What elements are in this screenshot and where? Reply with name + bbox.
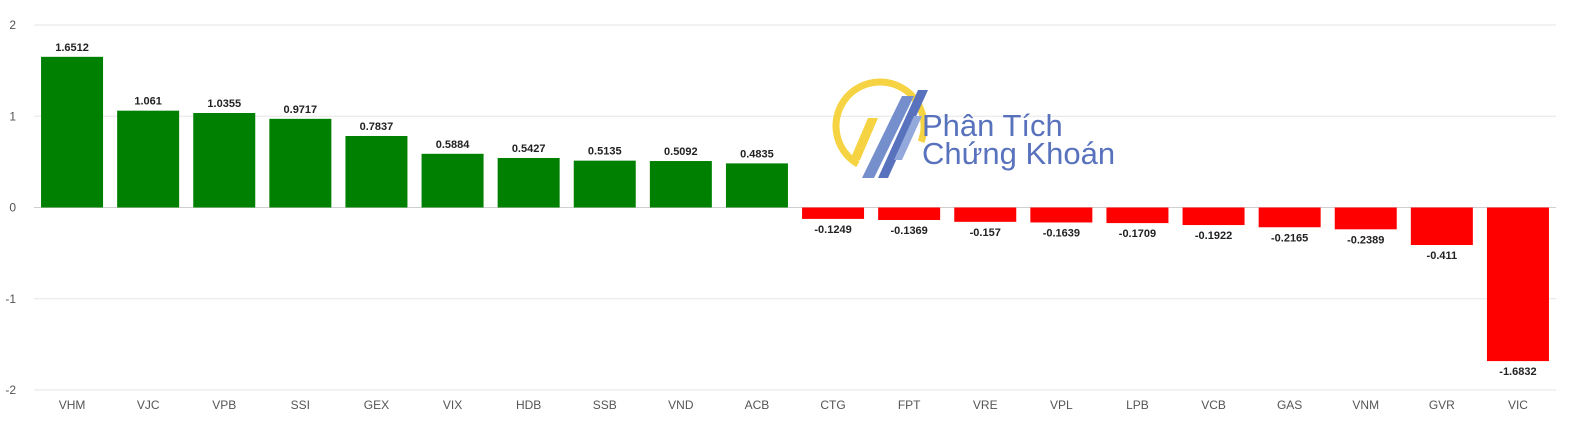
data-label: -0.2165: [1271, 232, 1308, 244]
x-category-label: VIX: [443, 398, 462, 412]
data-label: 1.0355: [207, 98, 241, 110]
data-label: -0.2389: [1347, 234, 1384, 246]
data-label: 0.5427: [512, 143, 546, 155]
data-label: 1.061: [134, 96, 162, 108]
bar-gvr: [1410, 207, 1473, 246]
y-tick-label: 2: [9, 18, 16, 32]
bar-ssi: [269, 118, 332, 208]
x-category-label: HDB: [516, 398, 541, 412]
data-label: -1.6832: [1499, 366, 1536, 378]
data-labels: 1.6512 1.061 1.0355 0.9717 0.7837 0.5884 0.542…: [55, 42, 1536, 378]
data-label: -0.411: [1427, 250, 1458, 262]
logo-stripe-icon: [862, 96, 914, 178]
y-tick-label: -2: [5, 383, 16, 397]
logo-text-line2: Chứng Khoán: [922, 136, 1115, 171]
bar-vnm: [1334, 207, 1397, 230]
data-label: -0.1922: [1195, 230, 1232, 242]
data-label: 0.5092: [664, 146, 698, 158]
bar-vpb: [193, 113, 256, 208]
x-category-label: VRE: [973, 398, 998, 412]
logo-text-line1: Phân Tích: [922, 108, 1063, 143]
y-tick-label: 1: [9, 109, 16, 123]
x-category-label: ACB: [745, 398, 770, 412]
x-category-label: VND: [668, 398, 694, 412]
bar-ctg: [802, 207, 865, 219]
x-category-label: VCB: [1201, 398, 1226, 412]
data-label: -0.1709: [1119, 228, 1156, 240]
bar-gex: [345, 135, 408, 208]
x-category-label: GEX: [364, 398, 389, 412]
bars-group: [41, 56, 1549, 362]
bar-vnd: [649, 161, 712, 208]
bar-vhm: [41, 56, 104, 208]
x-category-label: VIC: [1508, 398, 1528, 412]
y-tick-label: -1: [5, 292, 16, 306]
data-label: 0.5135: [588, 146, 622, 158]
data-label: 0.4835: [740, 148, 774, 160]
data-label: -0.1639: [1043, 227, 1080, 239]
bar-vcb: [1182, 207, 1245, 226]
bar-acb: [725, 163, 788, 208]
x-category-label: LPB: [1126, 398, 1149, 412]
bar-fpt: [878, 207, 941, 220]
logo-stripe-icon: [894, 116, 922, 160]
logo-ring-icon: [832, 78, 928, 174]
x-category-label: SSI: [291, 398, 310, 412]
x-category-label: VPL: [1050, 398, 1073, 412]
data-label: -0.1249: [814, 224, 851, 236]
x-category-label: VNM: [1352, 398, 1379, 412]
x-category-label: VJC: [137, 398, 160, 412]
data-label: 0.7837: [360, 121, 394, 133]
bar-vjc: [117, 110, 180, 208]
data-label: 1.6512: [55, 42, 89, 54]
x-category-label: GVR: [1429, 398, 1455, 412]
data-label: 0.5884: [436, 139, 471, 151]
logo-stripe-icon: [878, 90, 928, 178]
logo-stripe-icon: [850, 118, 878, 160]
bar-lpb: [1106, 207, 1169, 224]
data-label: -0.157: [970, 227, 1001, 239]
bar-gas: [1258, 207, 1321, 228]
bar-vpl: [1030, 207, 1093, 223]
y-axis-ticks: 2 1 0 -1 -2: [5, 18, 16, 397]
watermark-logo: Phân Tích Chứng Khoán: [832, 78, 1115, 178]
bar-vic: [1486, 207, 1549, 362]
x-category-label: VPB: [212, 398, 236, 412]
y-tick-label: 0: [9, 201, 16, 215]
bar-ssb: [573, 160, 636, 208]
x-axis-labels: VHM VJC VPB SSI GEX VIX HDB SSB VND ACB CTG FPT VRE V…: [59, 398, 1529, 412]
data-label: -0.1369: [890, 225, 927, 237]
x-category-label: SSB: [593, 398, 617, 412]
grid-lines: [34, 24, 1556, 391]
x-category-label: FPT: [898, 398, 921, 412]
bar-hdb: [497, 157, 560, 208]
data-label: 0.9717: [284, 104, 318, 116]
x-category-label: GAS: [1277, 398, 1302, 412]
x-category-label: CTG: [820, 398, 845, 412]
x-category-label: VHM: [59, 398, 86, 412]
bar-vre: [954, 207, 1017, 222]
bar-vix: [421, 153, 484, 208]
